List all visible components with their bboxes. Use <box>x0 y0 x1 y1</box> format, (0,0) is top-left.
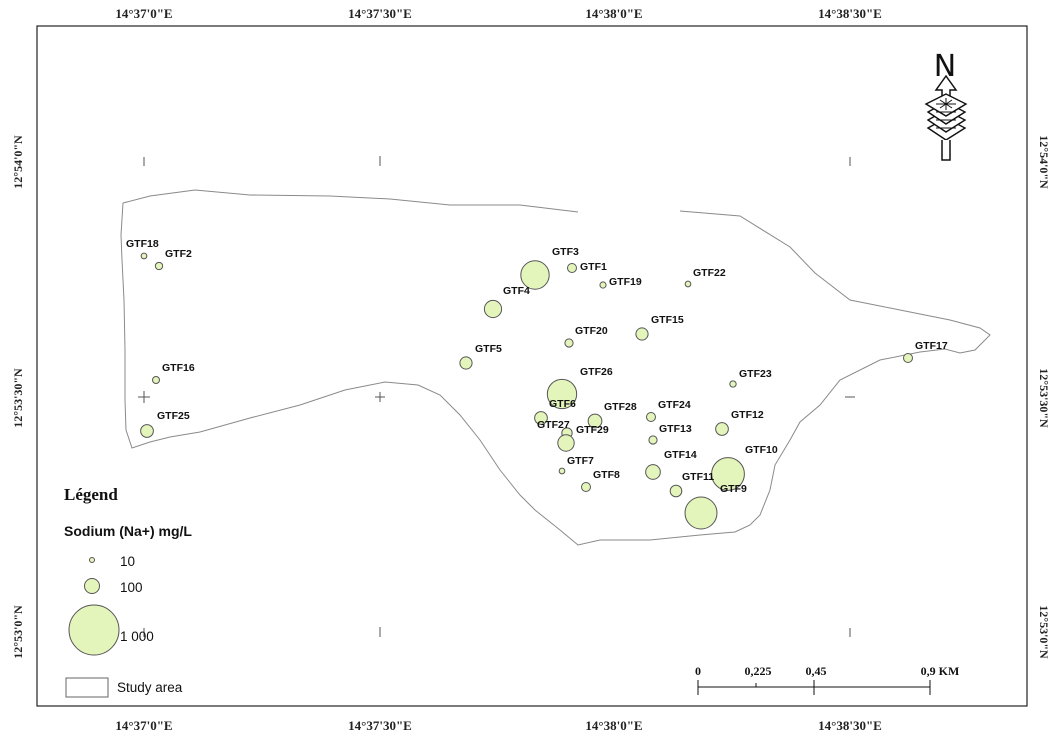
site-label-gtf23: GTF23 <box>739 368 772 380</box>
legend-value-1000: 1 000 <box>120 629 154 644</box>
legend-study-area-label: Study area <box>117 680 183 695</box>
site-label-gtf14: GTF14 <box>664 449 697 461</box>
legend-subtitle: Sodium (Na+) mg/L <box>64 523 192 539</box>
study-area-boundary <box>120 189 991 546</box>
site-label-gtf7: GTF7 <box>567 455 594 467</box>
legend-symbol-100 <box>84 578 100 594</box>
graticule-ticks <box>138 156 855 637</box>
site-symbol-gtf10 <box>711 457 745 491</box>
site-label-gtf19: GTF19 <box>609 276 642 288</box>
lon-label-top-2: 14°37'30"E <box>348 6 412 21</box>
north-arrow-tail <box>941 140 951 161</box>
site-symbol-gtf17 <box>903 353 913 363</box>
legend-symbols <box>68 557 120 656</box>
legend-title: Légend <box>64 485 118 504</box>
site-label-gtf20: GTF20 <box>575 325 608 337</box>
legend-symbol-1000 <box>68 604 120 656</box>
site-label-gtf4: GTF4 <box>503 285 530 297</box>
lon-label-top-1: 14°37'0"E <box>115 6 172 21</box>
site-label-gtf15: GTF15 <box>651 314 684 326</box>
scale-label-3: 0,9 KM <box>921 664 960 678</box>
site-symbol-gtf22 <box>684 280 692 288</box>
site-symbol-gtf4 <box>483 299 503 319</box>
site-symbol-gtf23 <box>729 380 737 388</box>
site-symbol-gtf15 <box>635 327 649 341</box>
site-symbol-gtf7 <box>558 467 566 475</box>
north-arrow-grid <box>936 98 956 129</box>
site-symbol-gtf6 <box>534 411 548 425</box>
lat-label-right-3: 12°53'0"N <box>1037 605 1049 659</box>
site-symbol-gtf16 <box>152 376 160 384</box>
site-symbol-gtf25 <box>140 424 154 438</box>
lat-label-left-1: 12°54'0"N <box>11 135 25 189</box>
site-symbol-gtf29 <box>557 434 575 452</box>
site-label-gtf28: GTF28 <box>604 401 637 413</box>
site-symbol-gtf24 <box>646 412 656 422</box>
site-label-gtf8: GTF8 <box>593 469 620 481</box>
site-label-gtf29: GTF29 <box>576 424 609 436</box>
scale-label-0: 0 <box>695 664 701 678</box>
site-label-gtf16: GTF16 <box>162 362 195 374</box>
site-symbol-gtf20 <box>564 338 574 348</box>
site-label-gtf9: GTF9 <box>720 483 747 495</box>
lat-label-right-1: 12°54'0"N <box>1037 135 1049 189</box>
site-label-gtf2: GTF2 <box>165 248 192 260</box>
site-label-gtf1: GTF1 <box>580 261 607 273</box>
site-label-gtf22: GTF22 <box>693 267 726 279</box>
site-label-gtf18: GTF18 <box>126 238 159 250</box>
lon-label-top-4: 14°38'30"E <box>818 6 882 21</box>
map-frame <box>36 25 1028 707</box>
legend-value-100: 100 <box>120 580 143 595</box>
scale-bar: 0 0,225 0,45 0,9 KM <box>695 664 959 695</box>
site-symbol-gtf19 <box>599 281 607 289</box>
legend-symbol-10 <box>89 557 95 563</box>
site-symbol-gtf3 <box>520 260 550 290</box>
site-label-gtf13: GTF13 <box>659 423 692 435</box>
site-label-gtf27: GTF27 <box>537 419 570 431</box>
lat-label-left-2: 12°53'30"N <box>11 368 25 428</box>
site-symbol-gtf2 <box>154 261 164 271</box>
lon-label-bottom-4: 14°38'30"E <box>818 718 882 733</box>
site-label-gtf24: GTF24 <box>658 399 691 411</box>
site-label-gtf17: GTF17 <box>915 340 948 352</box>
site-symbol-gtf9 <box>684 496 718 530</box>
lon-label-bottom-1: 14°37'0"E <box>115 718 172 733</box>
site-symbol-gtf8 <box>581 482 591 492</box>
site-symbol-gtf28 <box>587 413 603 429</box>
site-symbol-gtf12 <box>715 422 729 436</box>
legend: Légend Sodium (Na+) mg/L 10 100 1 000 St… <box>64 485 192 698</box>
site-symbol-gtf14 <box>645 464 661 480</box>
site-label-gtf10: GTF10 <box>745 444 778 456</box>
site-label-gtf5: GTF5 <box>475 343 502 355</box>
site-symbol-gtf26 <box>546 378 578 410</box>
lat-label-right-2: 12°53'30"N <box>1037 368 1049 428</box>
site-symbol-gtf11 <box>669 484 683 498</box>
site-label-gtf3: GTF3 <box>552 246 579 258</box>
site-label-gtf25: GTF25 <box>157 410 190 422</box>
study-area-swatch <box>65 677 109 698</box>
site-label-gtf26: GTF26 <box>580 366 613 378</box>
site-label-gtf11: GTF11 <box>682 471 714 483</box>
lon-label-bottom-2: 14°37'30"E <box>348 718 412 733</box>
lon-label-top-3: 14°38'0"E <box>585 6 642 21</box>
site-symbol-gtf1 <box>567 263 577 273</box>
site-symbol-gtf13 <box>648 435 658 445</box>
scale-label-2: 0,45 <box>806 664 827 678</box>
lon-label-bottom-3: 14°38'0"E <box>585 718 642 733</box>
site-symbol-gtf5 <box>459 356 473 370</box>
scale-label-1: 0,225 <box>745 664 772 678</box>
north-arrow-icon: N <box>924 49 968 161</box>
lat-label-left-3: 12°53'0"N <box>11 605 25 659</box>
site-label-gtf6: GTF6 <box>549 398 576 410</box>
north-arrow-label: N <box>934 49 956 84</box>
legend-value-10: 10 <box>120 554 135 569</box>
north-arrow-stack <box>924 93 968 141</box>
site-label-gtf12: GTF12 <box>731 409 764 421</box>
site-symbol-gtf18 <box>140 252 148 260</box>
